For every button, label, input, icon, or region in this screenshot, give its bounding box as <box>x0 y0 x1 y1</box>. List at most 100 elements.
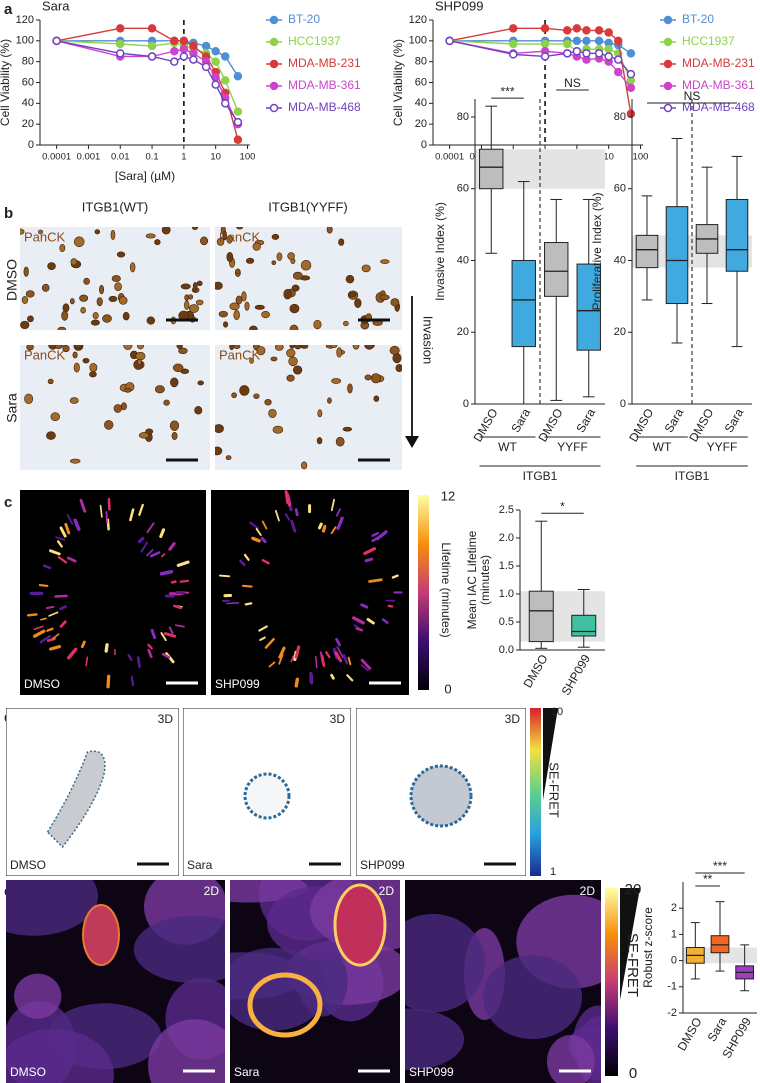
nucleus <box>82 358 90 364</box>
micrograph <box>215 227 402 330</box>
data-point <box>508 24 518 33</box>
adhesion <box>105 511 108 524</box>
data-point <box>613 67 623 77</box>
nucleus <box>241 291 247 302</box>
data-point <box>563 26 572 35</box>
adhesion <box>264 637 275 649</box>
nucleus <box>364 374 372 381</box>
adhesion <box>49 645 62 651</box>
adhesion <box>138 503 144 516</box>
nucleus <box>62 303 70 313</box>
y-tick-label: 1.0 <box>499 588 514 600</box>
stain-label: PanCK <box>219 347 261 362</box>
legend-marker <box>269 15 279 25</box>
nucleus <box>283 288 292 300</box>
adhesion <box>46 637 56 642</box>
colorbar-max: 10 <box>551 706 563 718</box>
data-point <box>233 117 243 127</box>
nucleus <box>99 284 105 295</box>
nucleus <box>70 258 78 266</box>
x-tick-label: 0.0001 <box>435 152 464 163</box>
significance-label: ** <box>703 872 713 886</box>
data-point <box>626 109 636 118</box>
cell <box>133 915 225 984</box>
data-point <box>233 72 243 81</box>
series-line <box>56 40 239 125</box>
adhesion <box>106 518 110 531</box>
cell <box>6 880 98 936</box>
adhesion <box>64 522 71 535</box>
nucleus <box>122 312 130 321</box>
colorbar-max: 12 <box>441 488 455 503</box>
micrograph <box>215 345 402 470</box>
nucleus <box>118 296 128 305</box>
adhesion <box>381 618 389 624</box>
nucleus <box>287 252 295 260</box>
adhesion <box>285 492 292 507</box>
data-point <box>52 36 61 46</box>
adhesion <box>129 508 135 522</box>
adhesion <box>346 674 354 682</box>
adhesion <box>59 605 67 611</box>
nucleus <box>120 402 127 411</box>
nucleus <box>343 320 349 327</box>
nucleus <box>135 351 146 361</box>
adhesion <box>360 664 369 672</box>
adhesion <box>294 677 300 688</box>
mode-label: 3D <box>158 712 174 726</box>
nucleus <box>331 378 342 384</box>
adhesion <box>335 508 342 517</box>
nucleus <box>24 393 34 405</box>
cell <box>230 947 327 1031</box>
y-tick-label: 120 <box>409 14 427 26</box>
colorbar-label: SE-FRET <box>624 933 641 997</box>
image-label: DMSO <box>10 858 46 872</box>
y-tick-label: 0 <box>28 139 34 151</box>
y-tick-label: 40 <box>614 254 626 266</box>
adhesion <box>45 605 55 610</box>
y-tick-label: 20 <box>614 326 626 338</box>
y-tick-label: 20 <box>457 326 469 338</box>
x-tick-label: 10 <box>210 152 221 163</box>
adhesion <box>249 521 259 530</box>
nucleus <box>292 271 303 280</box>
group-label: WT <box>653 440 672 454</box>
data-point <box>115 39 125 49</box>
legend-label: MDA-MB-468 <box>288 100 361 114</box>
adhesion <box>360 658 372 670</box>
nucleus <box>271 233 280 240</box>
nucleus <box>62 345 70 353</box>
mode-label: 3D <box>330 712 346 726</box>
adhesion <box>330 526 337 535</box>
adhesion <box>278 646 286 659</box>
adhesion <box>368 578 383 583</box>
adhesion <box>136 656 141 669</box>
y-axis-label: Cell Viability (%) <box>0 39 12 126</box>
y-tick-label: 40 <box>22 97 34 109</box>
data-point <box>594 49 604 58</box>
nucleus <box>161 227 171 235</box>
data-point <box>626 69 636 79</box>
nucleus <box>364 345 375 350</box>
adhesion <box>33 625 44 631</box>
significance-label: *** <box>713 859 727 873</box>
series-line <box>56 40 239 77</box>
nucleus <box>226 235 233 244</box>
adhesion <box>179 579 190 583</box>
adhesion <box>130 675 135 687</box>
nucleus <box>69 458 81 464</box>
colorbar-min: 1 <box>550 866 556 878</box>
series-line <box>449 27 632 114</box>
y-axis-label: Robust z-score <box>641 907 655 988</box>
nucleus <box>154 239 161 246</box>
adhesion <box>243 553 250 561</box>
colorbar <box>418 495 429 690</box>
data-point <box>179 36 189 46</box>
nucleus <box>104 420 114 430</box>
adhesion <box>104 643 109 653</box>
nucleus <box>184 300 190 310</box>
adhesion <box>226 602 240 605</box>
nucleus <box>268 408 277 418</box>
adhesion <box>149 551 161 558</box>
nucleus <box>83 277 90 285</box>
